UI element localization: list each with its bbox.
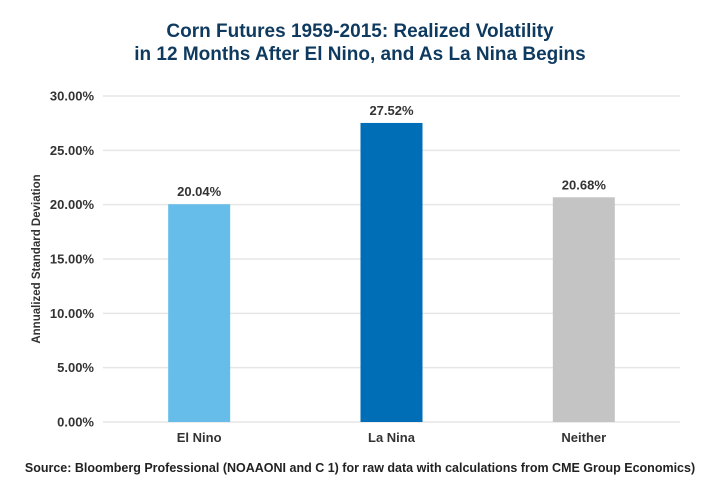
source-note: Source: Bloomberg Professional (NOAAONI … <box>24 461 696 475</box>
bar-neither <box>552 197 615 422</box>
data-label: 20.68% <box>562 177 607 192</box>
y-tick-label: 10.00% <box>50 306 95 321</box>
chart-title-line-1: Corn Futures 1959-2015: Realized Volatil… <box>166 21 554 42</box>
bar-el-nino <box>168 204 231 422</box>
x-tick-label: Neither <box>561 430 606 445</box>
y-tick-label: 30.00% <box>50 89 95 104</box>
y-tick-label: 25.00% <box>50 143 95 158</box>
y-tick-label: 5.00% <box>57 360 94 375</box>
x-tick-label: El Nino <box>177 430 222 445</box>
y-axis-ticks: 0.00% 5.00% 10.00% 15.00% 20.00% 25.00% 30.00% <box>50 89 95 430</box>
y-tick-label: 20.00% <box>50 197 95 212</box>
bar-la-nina <box>360 122 423 422</box>
y-tick-label: 0.00% <box>57 415 94 430</box>
data-labels: 20.04% 27.52% 20.68% <box>177 103 606 199</box>
data-label: 20.04% <box>177 184 222 199</box>
bars <box>168 122 615 422</box>
y-axis-label: Annualized Standard Deviation <box>31 174 43 343</box>
data-label: 27.52% <box>369 103 414 118</box>
y-tick-label: 15.00% <box>50 252 95 267</box>
x-tick-label: La Nina <box>368 430 416 445</box>
x-axis-ticks: El Nino La Nina Neither <box>177 430 606 445</box>
chart-title-line-2: in 12 Months After El Nino, and As La Ni… <box>134 44 586 65</box>
